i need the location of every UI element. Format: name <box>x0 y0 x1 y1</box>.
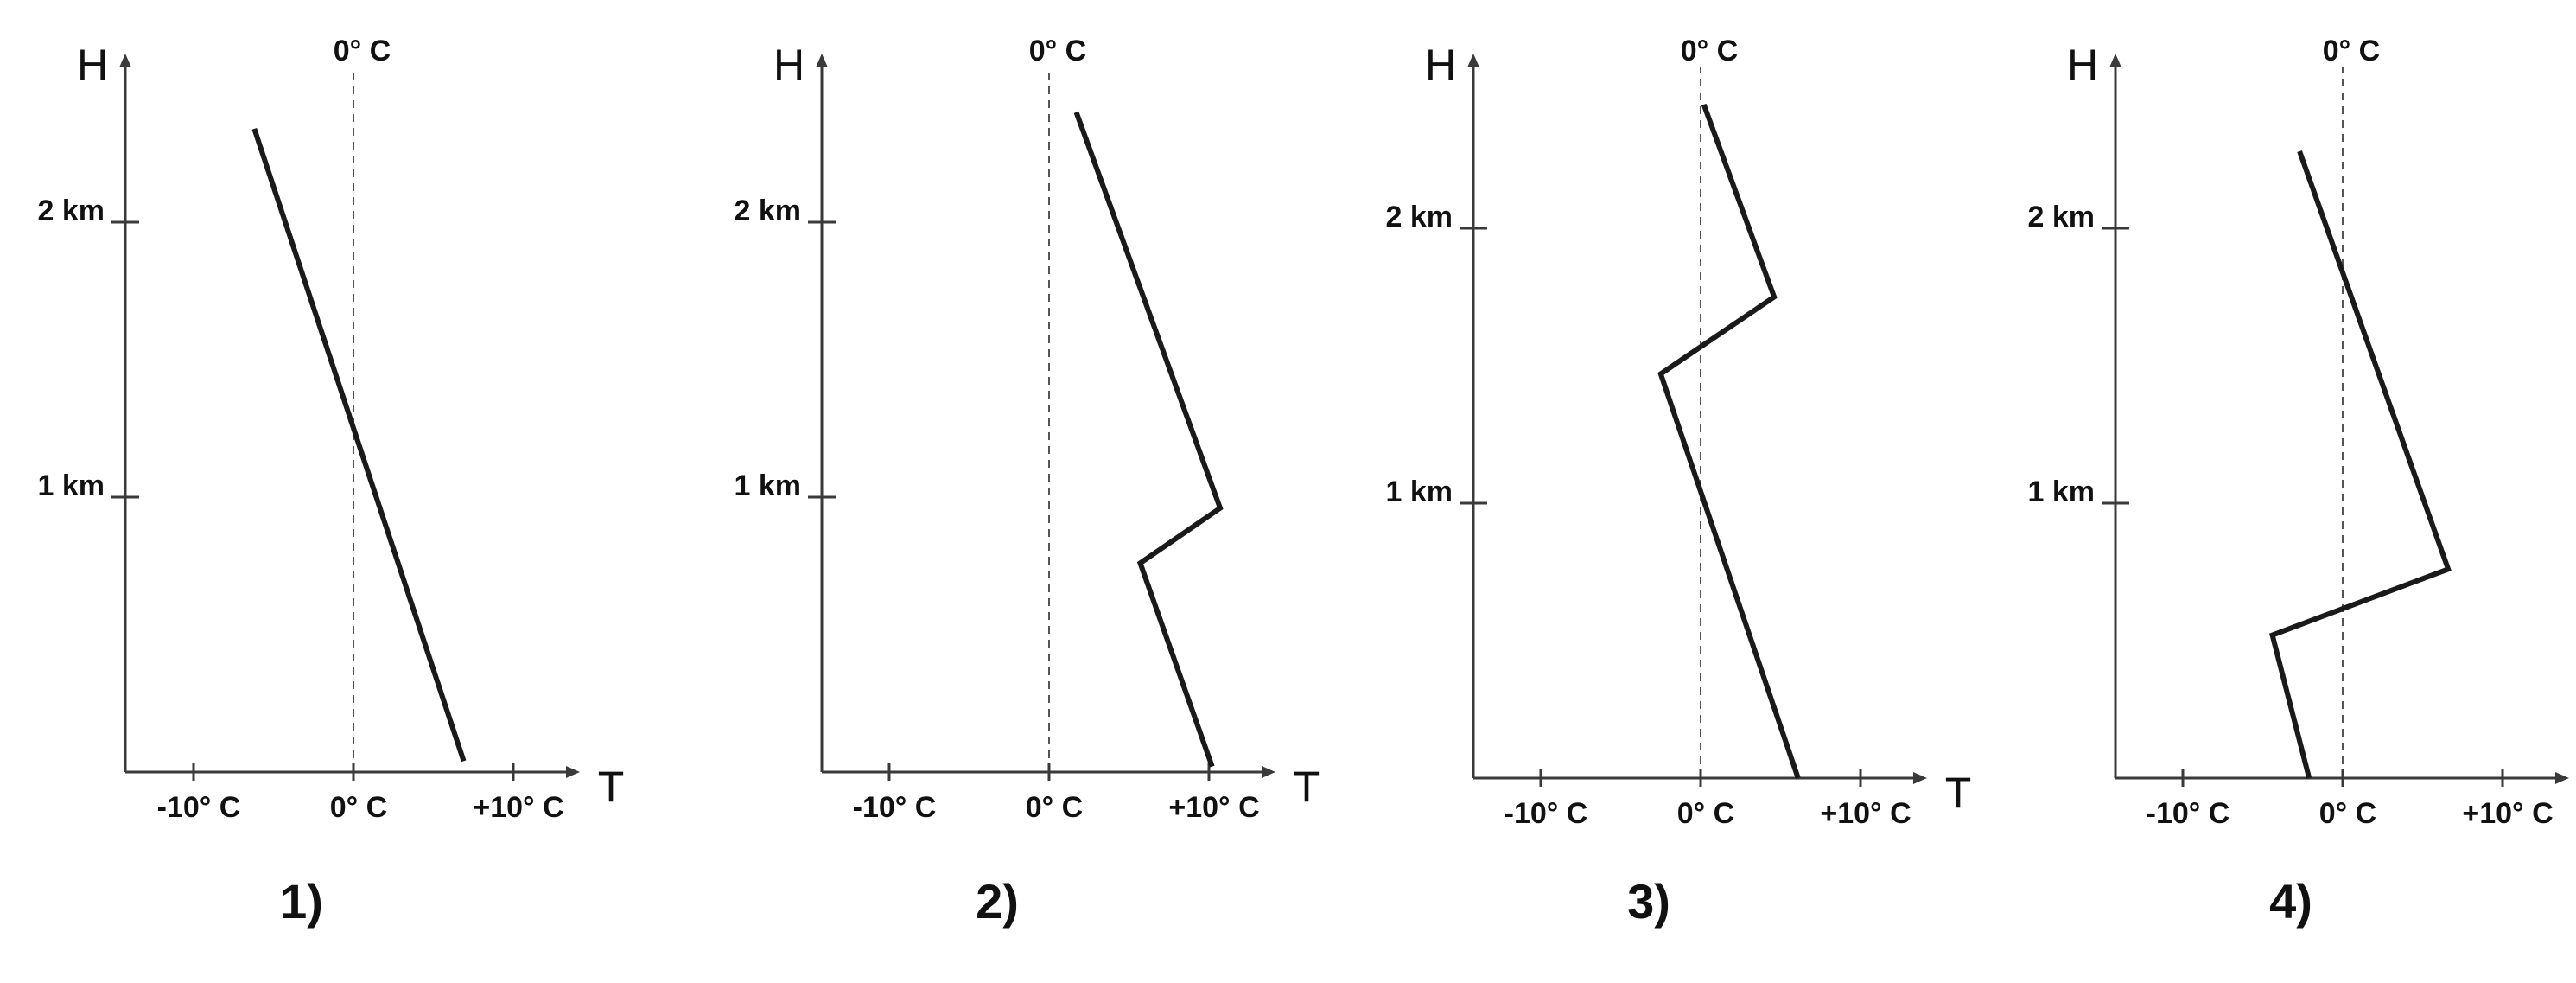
temperature-profile-line <box>1657 103 1801 779</box>
chart-caption: 2) <box>976 874 1019 929</box>
x-tick-label: 0° C <box>1026 791 1084 824</box>
x-axis-label: T <box>1945 769 1972 817</box>
chart-panel-4: HT0° C-10° C0° C+10° C1 km2 km4) <box>2028 35 2569 929</box>
y-axis-arrow-icon <box>1467 54 1479 67</box>
y-axis-label: H <box>1425 41 1456 89</box>
x-tick-label: +10° C <box>1820 797 1911 830</box>
x-axis-label: T <box>1294 763 1320 811</box>
zero-degree-top-label: 0° C <box>2323 35 2381 67</box>
y-axis-label: H <box>2067 41 2098 89</box>
chart-panel-1: H T 0° C -10° C 0° C +10° C 1 km 2 km 1) <box>38 35 625 929</box>
chart-caption: 1) <box>280 874 323 929</box>
y-axis-arrow-icon <box>816 54 828 67</box>
y-tick-label: 1 km <box>1386 476 1453 508</box>
chart-panel-2: H T 0° C -10° C 0° C +10° C 1 km 2 km 2) <box>735 35 1320 929</box>
y-axis-arrow-icon <box>119 54 131 67</box>
x-axis-arrow-icon <box>1913 772 1927 784</box>
y-tick-label: 1 km <box>2028 476 2096 508</box>
zero-degree-top-label: 0° C <box>1681 35 1739 67</box>
x-tick-label: -10° C <box>157 791 241 824</box>
x-tick-label: +10° C <box>1168 791 1259 824</box>
x-axis-arrow-icon <box>1262 766 1275 778</box>
y-tick-label: 1 km <box>38 469 105 502</box>
x-tick-label: 0° C <box>1677 797 1735 830</box>
x-tick-label: +10° C <box>2462 797 2553 830</box>
temperature-profile-line <box>251 127 467 763</box>
chart-caption: 3) <box>1627 874 1670 929</box>
chart-panel-3: H T 0° C -10° C 0° C +10° C 1 km 2 km 3) <box>1386 35 1972 929</box>
x-tick-label: +10° C <box>473 791 563 824</box>
y-tick-label: 2 km <box>38 195 105 227</box>
temperature-profile-line <box>2269 150 2452 779</box>
x-axis-arrow-icon <box>2555 772 2569 784</box>
y-tick-label: 2 km <box>1386 201 1453 233</box>
y-axis-label: H <box>77 41 108 89</box>
x-tick-label: 0° C <box>330 791 388 824</box>
x-axis-label: T <box>598 763 625 811</box>
x-tick-label: -10° C <box>853 791 937 824</box>
x-axis-arrow-icon <box>566 766 580 778</box>
x-tick-label: -10° C <box>1504 797 1588 830</box>
zero-degree-top-label: 0° C <box>334 35 391 67</box>
temperature-profile-line <box>1073 111 1224 768</box>
x-tick-label: 0° C <box>2319 797 2377 830</box>
y-tick-label: 2 km <box>2028 201 2096 233</box>
x-tick-label: -10° C <box>2147 797 2230 830</box>
y-axis-arrow-icon <box>2109 54 2121 67</box>
y-axis-label: H <box>773 41 805 89</box>
y-tick-label: 2 km <box>735 195 802 227</box>
y-tick-label: 1 km <box>735 469 802 502</box>
chart-caption: 4) <box>2269 874 2312 929</box>
zero-degree-top-label: 0° C <box>1029 35 1087 67</box>
